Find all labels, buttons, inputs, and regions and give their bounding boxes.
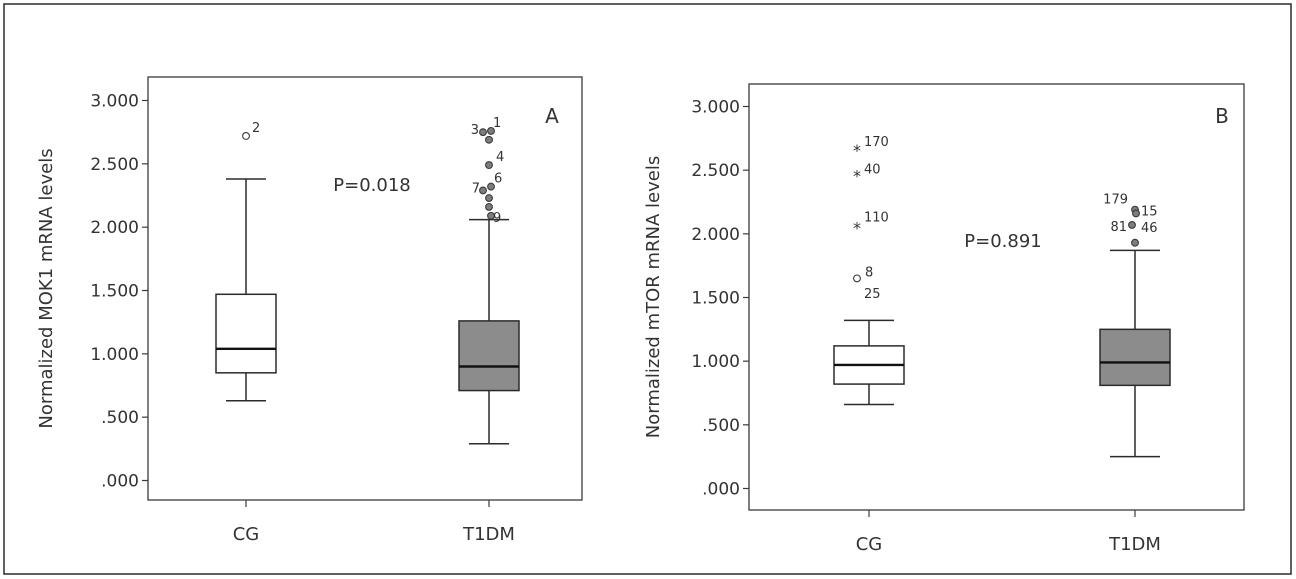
y-tick-label: 3.000 [90, 92, 139, 112]
outlier-label: 3 [471, 123, 479, 138]
outlier-marker [479, 186, 487, 195]
plot-frame [147, 76, 583, 501]
outlier-label: 40 [864, 162, 881, 177]
outlier-label: 8 [865, 265, 873, 280]
p-value-annotation: P=0.891 [964, 231, 1041, 252]
outlier-label: 170 [864, 135, 889, 150]
y-tick-label: 2.500 [90, 155, 139, 175]
outlier-label: 7 [472, 181, 480, 196]
extreme-marker: * [853, 218, 861, 237]
y-tick-label: 1.500 [691, 289, 740, 309]
box-group-t1dm: T1DM 179 15 81 46 [1099, 193, 1171, 555]
panel-b: .000 .500 1.000 1.500 2.000 2.500 3.000 Normali… [643, 83, 1245, 555]
outlier-marker [242, 132, 250, 140]
outlier-label: 25 [864, 287, 881, 302]
y-tick-label: 2.000 [90, 218, 139, 238]
y-tick-label: 2.500 [691, 161, 740, 181]
y-axis-title: Normalized MOK1 mRNA levels [36, 148, 57, 428]
y-tick-label: 1.000 [691, 352, 740, 372]
outlier-marker [479, 128, 487, 137]
y-tick-label: .500 [702, 416, 740, 436]
iqr-box [215, 293, 277, 374]
outlier-label: 46 [1141, 221, 1158, 236]
x-category-label: CG [856, 534, 883, 555]
x-category-label: T1DM [1108, 534, 1161, 555]
iqr-box [458, 320, 520, 392]
panel-letter: A [545, 104, 559, 128]
outlier-marker [485, 135, 493, 144]
y-tick-label: .000 [702, 480, 740, 500]
outlier-label: 110 [864, 210, 889, 225]
outlier-marker [485, 202, 493, 211]
iqr-box [1099, 328, 1171, 387]
outlier-marker [1128, 220, 1136, 229]
y-tick-label: 2.000 [691, 225, 740, 245]
outlier-label: 1 [493, 116, 501, 131]
y-tick-label: 1.000 [90, 345, 139, 365]
y-axis-title: Normalized mTOR mRNA levels [643, 156, 664, 438]
outlier-label: 15 [1141, 204, 1158, 219]
panel-letter: B [1215, 104, 1229, 128]
outlier-marker [1132, 209, 1140, 218]
x-category-label: CG [233, 524, 260, 545]
y-tick-label: 3.000 [691, 98, 740, 118]
outlier-marker [485, 161, 493, 170]
box-group-t1dm: T1DM 3 1 4 76 9 [458, 116, 520, 545]
outlier-marker [1131, 238, 1139, 247]
outlier-label: 179 [1103, 193, 1128, 208]
outlier-marker [487, 126, 495, 135]
p-value-annotation: P=0.018 [333, 175, 410, 196]
outlier-marker [487, 211, 495, 220]
panel-a: .000 .500 1.000 1.500 2.000 2.500 3.000 Normali… [36, 76, 583, 545]
y-tick-label: .500 [101, 408, 139, 428]
outlier-label: 4 [496, 150, 504, 165]
box-group-cg: CG 2 [215, 121, 277, 545]
outlier-label: 81 [1110, 220, 1127, 235]
y-tick-label: .000 [101, 472, 139, 492]
extreme-marker: * [853, 141, 861, 160]
figure-border [3, 3, 1292, 575]
outlier-label: 2 [252, 121, 260, 136]
x-category-label: T1DM [462, 524, 515, 545]
outlier-label: 6 [494, 172, 502, 187]
outlier-marker [485, 194, 493, 202]
outlier-label: 9 [493, 211, 501, 226]
y-tick-label: 1.500 [90, 282, 139, 302]
outlier-marker [853, 274, 861, 283]
extreme-marker: * [853, 166, 861, 185]
outlier-marker [487, 182, 495, 191]
